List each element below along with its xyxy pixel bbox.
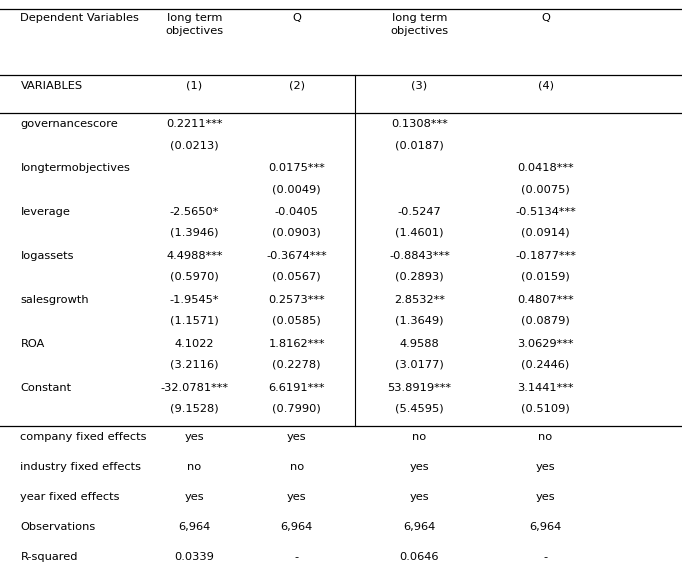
Text: long term
objectives: long term objectives [165, 13, 224, 36]
Text: salesgrowth: salesgrowth [20, 295, 89, 305]
Text: (0.5109): (0.5109) [521, 403, 570, 413]
Text: (0.5970): (0.5970) [170, 272, 219, 282]
Text: 4.9588: 4.9588 [400, 339, 439, 349]
Text: 53.8919***: 53.8919*** [387, 383, 451, 392]
Text: yes: yes [536, 462, 555, 472]
Text: 4.1022: 4.1022 [175, 339, 214, 349]
Text: -0.1877***: -0.1877*** [515, 251, 576, 261]
Text: (1.4601): (1.4601) [395, 228, 444, 238]
Text: (0.7990): (0.7990) [272, 403, 321, 413]
Text: yes: yes [287, 492, 306, 502]
Text: 1.8162***: 1.8162*** [269, 339, 325, 349]
Text: -: - [544, 552, 548, 562]
Text: yes: yes [410, 462, 429, 472]
Text: yes: yes [185, 492, 204, 502]
Text: governancescore: governancescore [20, 119, 118, 129]
Text: Constant: Constant [20, 383, 72, 392]
Text: (0.2278): (0.2278) [272, 359, 321, 369]
Text: ROA: ROA [20, 339, 45, 349]
Text: yes: yes [536, 492, 555, 502]
Text: (1): (1) [186, 81, 203, 91]
Text: no: no [290, 462, 303, 472]
Text: leverage: leverage [20, 207, 70, 217]
Text: 2.8532**: 2.8532** [394, 295, 445, 305]
Text: 0.2211***: 0.2211*** [166, 119, 222, 129]
Text: 3.0629***: 3.0629*** [518, 339, 574, 349]
Text: yes: yes [287, 432, 306, 442]
Text: 6,964: 6,964 [529, 522, 562, 532]
Text: no: no [539, 432, 552, 442]
Text: (0.0567): (0.0567) [272, 272, 321, 282]
Text: (0.0879): (0.0879) [521, 316, 570, 325]
Text: (0.0049): (0.0049) [272, 184, 321, 194]
Text: 6,964: 6,964 [178, 522, 211, 532]
Text: 0.0339: 0.0339 [175, 552, 214, 562]
Text: industry fixed effects: industry fixed effects [20, 462, 141, 472]
Text: (9.1528): (9.1528) [170, 403, 219, 413]
Text: 0.0175***: 0.0175*** [268, 163, 325, 173]
Text: (1.3946): (1.3946) [170, 228, 219, 238]
Text: 4.4988***: 4.4988*** [166, 251, 222, 261]
Text: 0.1308***: 0.1308*** [391, 119, 448, 129]
Text: Q: Q [541, 13, 550, 23]
Text: 0.2573***: 0.2573*** [268, 295, 325, 305]
Text: no: no [413, 432, 426, 442]
Text: -0.3674***: -0.3674*** [267, 251, 327, 261]
Text: yes: yes [410, 492, 429, 502]
Text: no: no [188, 462, 201, 472]
Text: (3): (3) [411, 81, 428, 91]
Text: 6,964: 6,964 [403, 522, 436, 532]
Text: -0.5247: -0.5247 [398, 207, 441, 217]
Text: -: - [295, 552, 299, 562]
Text: company fixed effects: company fixed effects [20, 432, 147, 442]
Text: (5.4595): (5.4595) [395, 403, 444, 413]
Text: R-squared: R-squared [20, 552, 78, 562]
Text: logassets: logassets [20, 251, 74, 261]
Text: -2.5650*: -2.5650* [170, 207, 219, 217]
Text: year fixed effects: year fixed effects [20, 492, 120, 502]
Text: 6.6191***: 6.6191*** [269, 383, 325, 392]
Text: (0.2446): (0.2446) [522, 359, 569, 369]
Text: (0.0903): (0.0903) [272, 228, 321, 238]
Text: (0.0159): (0.0159) [521, 272, 570, 282]
Text: (0.0213): (0.0213) [170, 140, 219, 150]
Text: 0.0418***: 0.0418*** [517, 163, 574, 173]
Text: -32.0781***: -32.0781*** [160, 383, 228, 392]
Text: yes: yes [185, 432, 204, 442]
Text: (3.2116): (3.2116) [170, 359, 219, 369]
Text: (0.2893): (0.2893) [395, 272, 444, 282]
Text: (0.0585): (0.0585) [272, 316, 321, 325]
Text: Dependent Variables: Dependent Variables [20, 13, 139, 23]
Text: -0.5134***: -0.5134*** [515, 207, 576, 217]
Text: Observations: Observations [20, 522, 95, 532]
Text: -1.9545*: -1.9545* [170, 295, 219, 305]
Text: long term
objectives: long term objectives [390, 13, 449, 36]
Text: (0.0075): (0.0075) [521, 184, 570, 194]
Text: 6,964: 6,964 [280, 522, 313, 532]
Text: (0.0187): (0.0187) [395, 140, 444, 150]
Text: (1.1571): (1.1571) [170, 316, 219, 325]
Text: -0.0405: -0.0405 [275, 207, 318, 217]
Text: (4): (4) [537, 81, 554, 91]
Text: 0.0646: 0.0646 [400, 552, 439, 562]
Text: (3.0177): (3.0177) [395, 359, 444, 369]
Text: 3.1441***: 3.1441*** [518, 383, 574, 392]
Text: longtermobjectives: longtermobjectives [20, 163, 130, 173]
Text: (0.0914): (0.0914) [521, 228, 570, 238]
Text: Q: Q [292, 13, 301, 23]
Text: VARIABLES: VARIABLES [20, 81, 83, 91]
Text: -0.8843***: -0.8843*** [389, 251, 450, 261]
Text: (1.3649): (1.3649) [395, 316, 444, 325]
Text: 0.4807***: 0.4807*** [517, 295, 574, 305]
Text: (2): (2) [288, 81, 305, 91]
